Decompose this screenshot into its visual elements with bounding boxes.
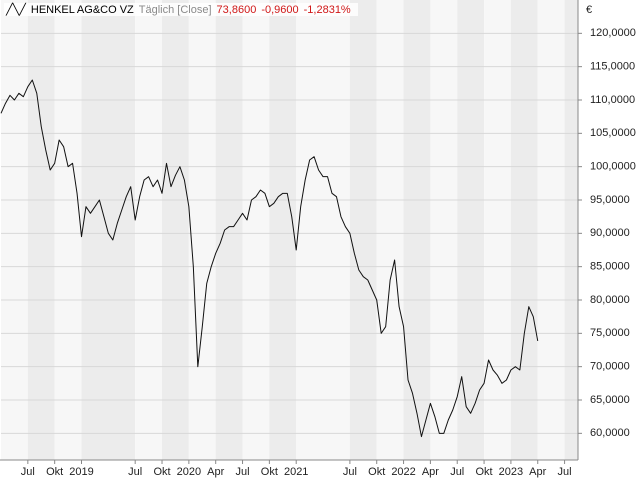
x-tick-label: Okt [46, 466, 63, 478]
chart-header: ╱╲╱ HENKEL AG&CO VZ Täglich [Close] 73,8600… [4, 3, 358, 16]
background-band [188, 0, 216, 460]
y-tick-label: 85,0000 [590, 261, 630, 273]
x-tick-label: Apr [422, 466, 439, 478]
price-change: -0,9600 [261, 4, 299, 16]
background-band [510, 0, 538, 460]
y-tick-label: 110,0000 [590, 94, 635, 106]
background-band [537, 0, 565, 460]
x-tick-label: 2023 [499, 466, 523, 478]
x-tick-label: 2020 [177, 466, 201, 478]
background-band [403, 0, 431, 460]
chart-subtitle: Täglich [Close] [138, 4, 212, 16]
x-tick-label: 2019 [69, 466, 93, 478]
y-tick-label: 100,0000 [590, 161, 636, 173]
x-tick-label: Jul [128, 466, 142, 478]
grid [1, 32, 578, 434]
background-band [376, 0, 404, 460]
x-tick-label: 2022 [391, 466, 415, 478]
y-tick-label: 65,0000 [590, 394, 630, 406]
background-band [54, 0, 82, 460]
x-tick-label: Okt [153, 466, 170, 478]
background-band [484, 0, 511, 460]
y-tick-label: 60,0000 [590, 427, 630, 439]
x-tick-label: Jul [236, 466, 250, 478]
y-tick-label: 80,0000 [590, 294, 630, 306]
background-band [349, 0, 377, 460]
background-band [1, 0, 28, 460]
y-tick-label: 115,0000 [590, 61, 635, 73]
background-band [162, 0, 189, 460]
background-band [27, 0, 55, 460]
last-price: 73,8600 [216, 4, 257, 16]
background-band [81, 0, 136, 460]
plot [0, 79, 539, 438]
background-bands [1, 0, 578, 460]
background-band [430, 0, 458, 460]
price-change-pct: -1,2831% [303, 4, 351, 16]
x-tick-label: Okt [368, 466, 385, 478]
background-band [269, 0, 297, 460]
background-band [457, 0, 485, 460]
x-tick-label: Jul [343, 466, 357, 478]
y-tick-label: 90,0000 [590, 227, 630, 239]
x-tick-label: Okt [261, 466, 278, 478]
currency-label: € [586, 4, 592, 16]
x-tick-label: Okt [476, 466, 493, 478]
y-tick-label: 75,0000 [590, 327, 630, 339]
background-band [296, 0, 350, 460]
y-tick-label: 120,0000 [590, 27, 636, 39]
y-tick-label: 95,0000 [590, 194, 630, 206]
background-band [135, 0, 163, 460]
x-tick-label: 2021 [284, 466, 308, 478]
x-tick-label: Apr [207, 466, 224, 478]
line-icon: ╱╲╱ [6, 4, 26, 16]
chart-title: HENKEL AG&CO VZ [30, 4, 134, 16]
y-tick-label: 105,0000 [590, 127, 636, 139]
x-tick-label: Apr [529, 466, 546, 478]
background-band [215, 0, 243, 460]
background-band [242, 0, 270, 460]
x-tick-label: Jul [558, 466, 572, 478]
x-tick-label: Jul [450, 466, 464, 478]
background-band [564, 0, 578, 460]
y-tick-label: 70,0000 [590, 361, 630, 373]
x-tick-label: Jul [21, 466, 35, 478]
price-line [0, 79, 539, 438]
